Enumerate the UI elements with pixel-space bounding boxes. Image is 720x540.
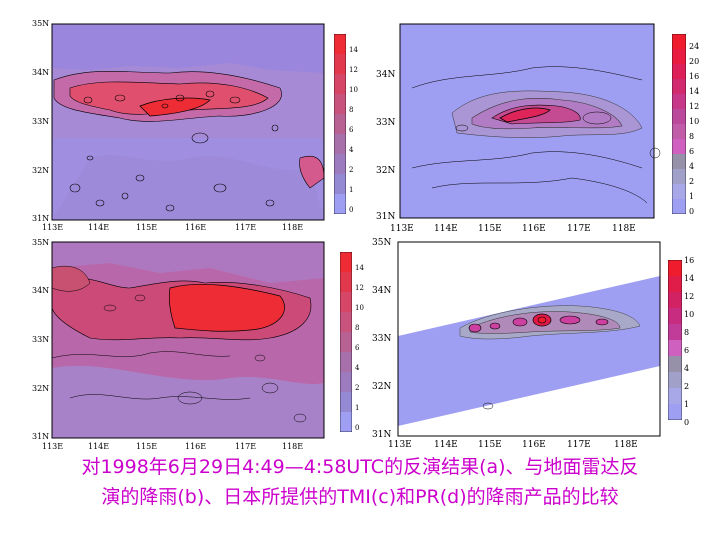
panel-c: 35N 34N 33N 32N 31N 113E 114E 115E 116E … [30,238,360,460]
panel-b-lon-116: 116E [522,224,546,234]
panel-a-lon-113: 113E [42,223,64,232]
panel-c-cb-tick: 8 [355,324,360,332]
panel-b-cb-tick: 12 [689,102,700,111]
panel-a-lat-34: 34N [32,68,50,77]
panel-a-lat-33: 33N [32,117,50,126]
panel-d-lat-35: 35N [372,238,392,248]
panel-c-cb-tick: 12 [355,284,364,292]
panel-b-cb-tick: 0 [689,207,695,216]
panel-c-lon-114: 114E [88,442,110,451]
panel-d-lat-31: 31N [372,430,392,440]
panel-d-lon-118: 118E [614,440,638,450]
panel-c-cb-tick: 0 [355,424,360,432]
panel-d-cb-tick: 2 [684,382,690,391]
panel-c-cb-tick: 4 [355,364,360,372]
panel-c-lon-115: 115E [136,442,158,451]
panel-b-lat-34: 34N [376,70,396,80]
panel-d-lon-113: 113E [388,440,412,450]
panel-c-lat-33: 33N [32,335,50,344]
panel-c-cb-tick: 10 [355,304,364,312]
panel-a-colorbar [333,33,347,215]
panel-b-cb-tick: 24 [689,42,700,51]
panel-a-cb-tick: 12 [349,66,358,74]
panel-b-cb-tick: 20 [689,57,700,66]
panel-a-cb-tick: 2 [349,166,354,174]
panel-c-lat-34: 34N [32,286,50,295]
panel-d-lon-116: 116E [522,440,546,450]
panel-c-lat-32: 32N [32,384,50,393]
panel-d-cb-tick: 0 [684,418,690,427]
panel-b-lon-117: 117E [567,224,591,234]
panel-d-colorbar [667,259,683,421]
panel-a-lon-116: 116E [185,223,207,232]
panel-b-colorbar [671,33,687,215]
panel-a-lon-114: 114E [88,223,110,232]
panel-d-lon-115: 115E [478,440,502,450]
panel-c-lon-118: 118E [282,442,304,451]
panel-b-lat-31: 31N [376,212,396,222]
panel-c-cb-tick: 6 [355,344,360,352]
panel-b-cb-tick: 16 [689,72,700,81]
panel-b-lon-114: 114E [434,224,458,234]
panel-a-cb-tick: 0 [349,206,354,214]
panel-d-cb-tick: 8 [684,328,690,337]
panel-a-lat-35: 35N [32,19,50,28]
panel-c-cb-tick: 1 [355,404,360,412]
panel-b-cb-tick: 14 [689,87,700,96]
panel-c-lat-31: 31N [32,432,50,441]
panel-b-cb-tick: 6 [689,147,695,156]
figure-caption: 对1998年6月29日4:49—4:58UTC的反演结果(a)、与地面雷达反 演… [0,452,720,512]
panel-d-cb-tick: 4 [684,364,690,373]
panel-c-colorbar [339,251,353,433]
panel-a-cb-tick: 10 [349,86,358,94]
panel-d-cb-tick: 16 [684,256,695,265]
panel-d-lat-33: 33N [372,334,392,344]
panel-c-lon-116: 116E [185,442,207,451]
panel-a-map [51,23,325,221]
panel-a-cb-tick: 8 [349,106,354,114]
panel-c-lon-117: 117E [235,442,257,451]
caption-line-2: 演的降雨(b)、日本所提供的TMI(c)和PR(d)的降雨产品的比较 [101,486,619,508]
panel-b-cb-tick: 8 [689,132,695,141]
panel-d-lon-114: 114E [434,440,458,450]
panel-b-cb-tick: 10 [689,117,700,126]
panel-a-lon-118: 118E [282,223,304,232]
panel-a-cb-tick: 14 [349,46,358,54]
panel-d-cb-tick: 12 [684,292,695,301]
caption-line-1: 对1998年6月29日4:49—4:58UTC的反演结果(a)、与地面雷达反 [81,456,639,478]
panel-c-lat-35: 35N [32,238,50,247]
panel-b: 34N 33N 32N 31N 113E 114E 115E 116E 117E… [372,18,672,240]
panel-d-lat-34: 34N [372,286,392,296]
panel-d-cb-tick: 14 [684,274,695,283]
panel-b-lat-33: 33N [376,118,396,128]
panel-d-cb-tick: 1 [684,400,690,409]
panel-a-lat-32: 32N [32,166,50,175]
panel-a-lon-115: 115E [136,223,158,232]
panel-a-cb-tick: 4 [349,146,354,154]
panel-b-lon-118: 118E [612,224,636,234]
panel-b-lat-32: 32N [376,166,396,176]
panel-d-cb-tick: 10 [684,310,695,319]
panel-d-cb-tick: 6 [684,346,690,355]
panel-b-cb-tick: 4 [689,162,695,171]
panel-c-lon-113: 113E [42,442,64,451]
panel-d: 35N 34N 33N 32N 31N 113E 114E 115E 116E … [370,236,670,458]
panel-c-map [51,241,325,439]
panel-c-cb-tick: 2 [355,384,360,392]
panel-a: 35N 34N 33N 32N 31N 113E 114E 115E 116E … [30,18,360,240]
panel-d-map [397,241,661,437]
panel-b-cb-tick: 1 [689,192,695,201]
panel-b-cb-tick: 2 [689,177,695,186]
panel-d-lat-32: 32N [372,382,392,392]
panel-a-lon-117: 117E [235,223,257,232]
panel-a-lat-31: 31N [32,214,50,223]
panel-d-lon-117: 117E [567,440,591,450]
panel-c-cb-tick: 14 [355,264,364,272]
panel-b-map [399,23,661,219]
panel-a-cb-tick: 6 [349,126,354,134]
panel-b-lon-113: 113E [390,224,414,234]
panel-b-lon-115: 115E [478,224,502,234]
panel-a-cb-tick: 1 [349,186,354,194]
